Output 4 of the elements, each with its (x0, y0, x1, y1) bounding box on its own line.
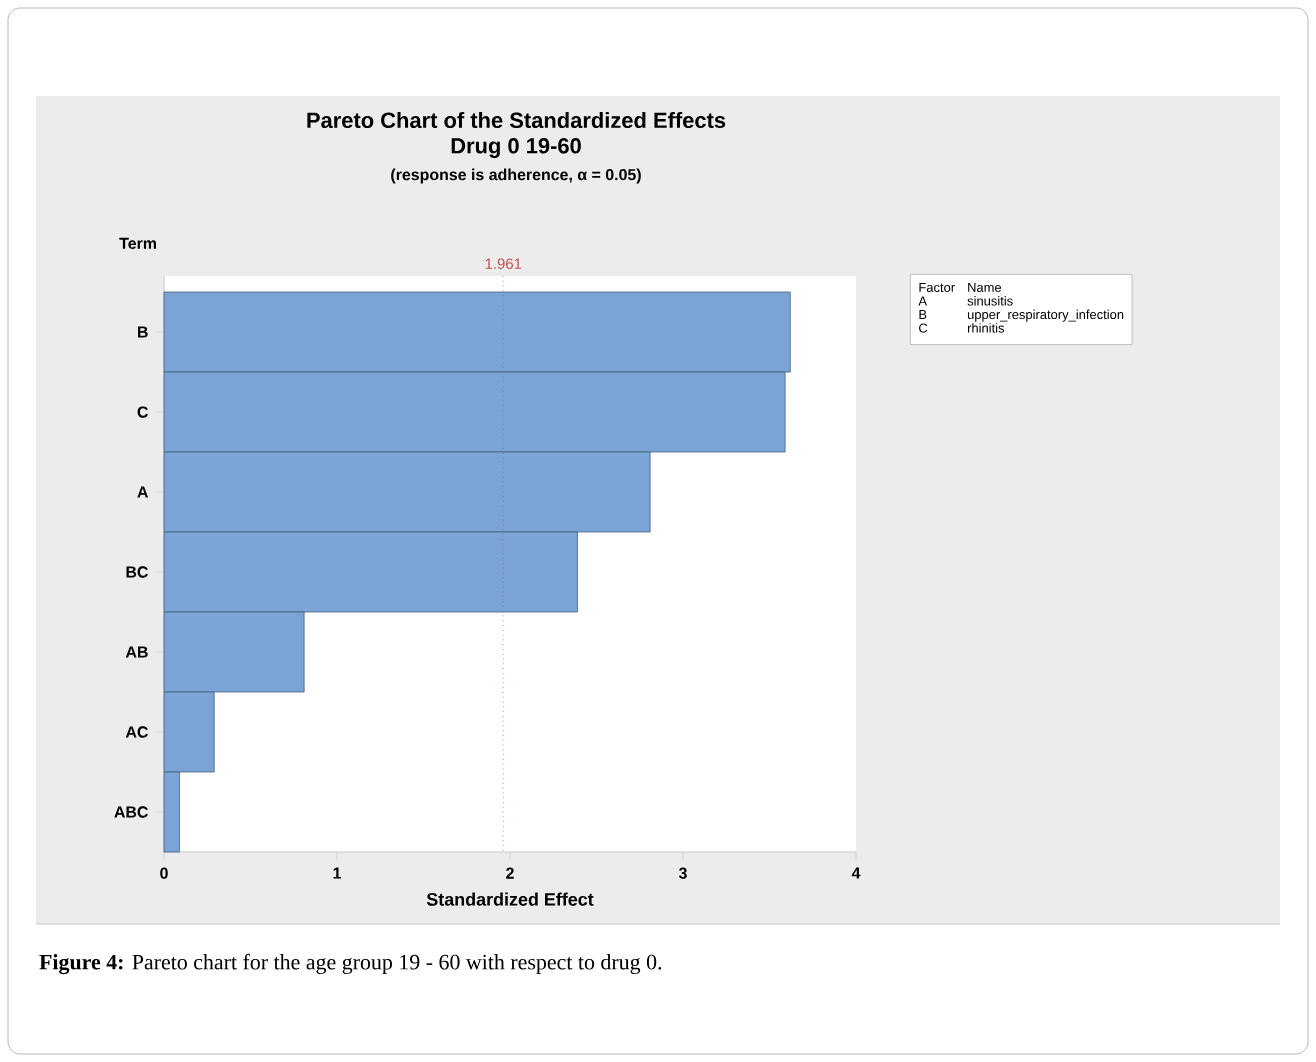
chart-subtitle: Drug 0 19-60 (451, 138, 581, 158)
text: Figure 4: Pareto chart for the age group 19 - 60 with respect to drug 0. (39, 953, 662, 975)
x-axis-title: Standardized Effect (426, 892, 594, 906)
chart-title: Pareto Chart of the Standardized Effects (307, 111, 726, 129)
